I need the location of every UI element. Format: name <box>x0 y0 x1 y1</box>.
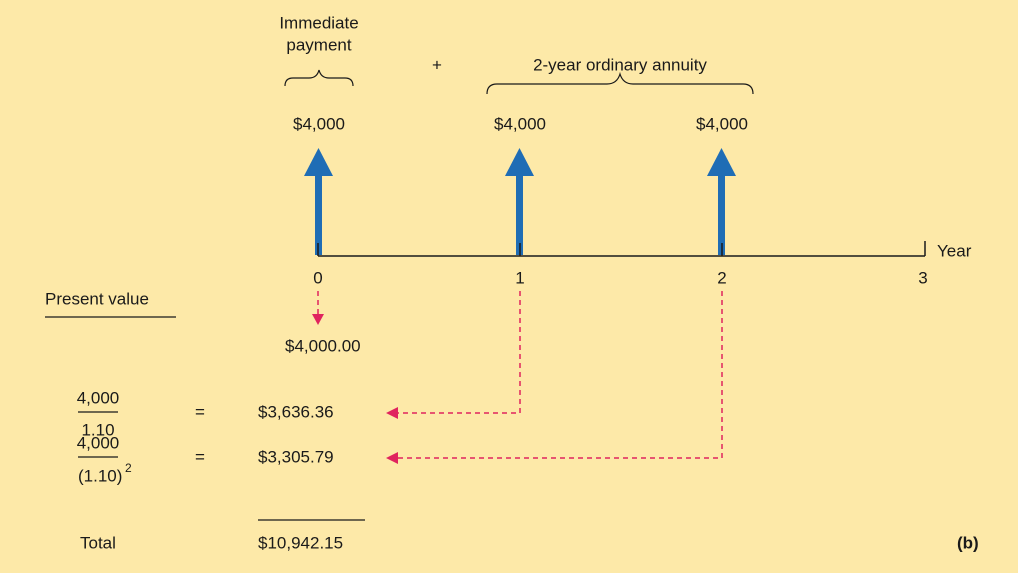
arrowhead <box>386 407 398 419</box>
tick-label: 1 <box>515 268 524 287</box>
panel-label: (b) <box>957 533 979 552</box>
pv-arrow <box>398 291 521 414</box>
pv-arrow <box>398 291 723 459</box>
arrows <box>304 148 736 255</box>
payment: $4,000 <box>696 114 748 133</box>
numerator: 4,000 <box>77 388 120 407</box>
numerator: 4,000 <box>77 433 120 452</box>
timeline <box>317 241 926 257</box>
exponent: 2 <box>125 461 132 475</box>
equals: = <box>195 402 205 421</box>
pv-value: $3,636.36 <box>258 402 334 421</box>
arrowhead <box>312 314 324 325</box>
brace <box>486 71 754 95</box>
equals: = <box>195 447 205 466</box>
tick-label: 3 <box>918 268 927 287</box>
payment: $4,000 <box>494 114 546 133</box>
denominator: (1.10) <box>78 466 122 485</box>
payment: $4,000 <box>293 114 345 133</box>
axis-label: Year <box>937 241 972 260</box>
tick-label: 2 <box>717 268 726 287</box>
pv-value: $4,000.00 <box>285 336 361 355</box>
tick-label: 0 <box>313 268 322 287</box>
immediate-label: Immediate <box>279 13 358 32</box>
plus: + <box>432 55 442 74</box>
pv-value: $3,305.79 <box>258 447 334 466</box>
immediate-label: payment <box>286 35 351 54</box>
brace <box>284 69 354 87</box>
total-value: $10,942.15 <box>258 533 343 552</box>
arrowhead <box>386 452 398 464</box>
denominator: 1.10 <box>81 420 114 439</box>
annuity-label: 2-year ordinary annuity <box>533 55 707 74</box>
total-label: Total <box>80 533 116 552</box>
present-value-label: Present value <box>45 289 149 308</box>
